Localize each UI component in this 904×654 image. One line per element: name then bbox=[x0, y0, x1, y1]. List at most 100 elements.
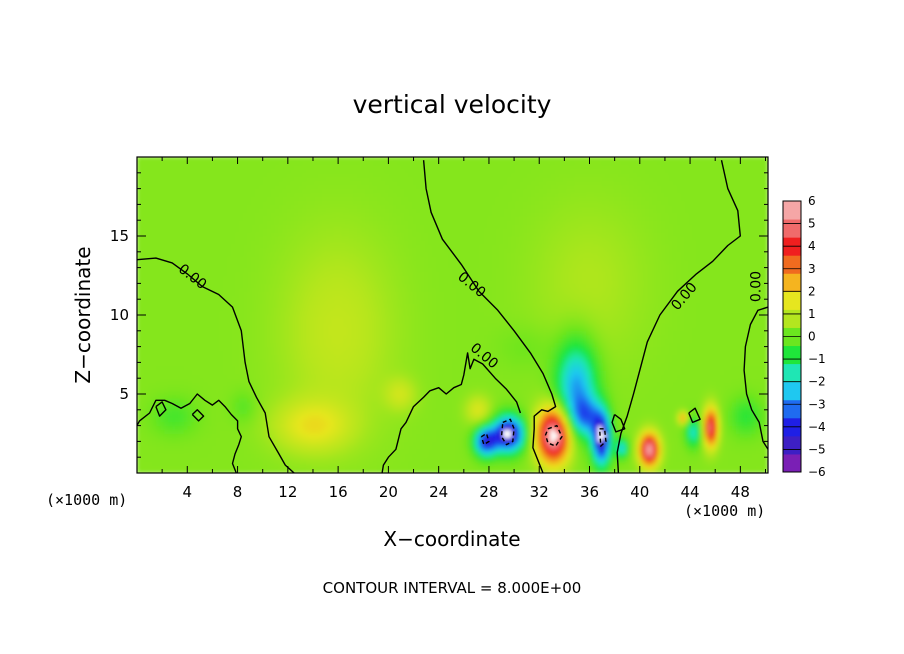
field-cell bbox=[246, 251, 252, 257]
field-cell bbox=[286, 227, 292, 233]
field-cell bbox=[207, 255, 213, 261]
field-cell bbox=[211, 196, 217, 201]
field-cell bbox=[321, 251, 327, 257]
field-cell bbox=[313, 278, 319, 284]
field-cell bbox=[306, 433, 312, 438]
field-cell bbox=[282, 223, 288, 229]
field-cell bbox=[152, 393, 158, 399]
field-cell bbox=[239, 413, 244, 419]
field-cell bbox=[164, 215, 170, 221]
field-cell bbox=[179, 318, 185, 324]
field-cell bbox=[246, 346, 252, 352]
field-cell bbox=[179, 357, 185, 363]
field-cell bbox=[266, 401, 272, 407]
field-cell bbox=[179, 393, 185, 399]
field-cell bbox=[337, 247, 343, 253]
field-cell bbox=[353, 286, 359, 292]
field-cell bbox=[353, 199, 359, 205]
field-cell bbox=[258, 381, 264, 387]
field-cell bbox=[137, 184, 142, 190]
field-cell bbox=[306, 448, 312, 454]
field-cell bbox=[329, 417, 335, 423]
field-cell bbox=[282, 326, 288, 332]
field-cell bbox=[349, 456, 355, 462]
field-cell bbox=[310, 160, 315, 166]
field-cell bbox=[199, 180, 205, 186]
field-cell bbox=[187, 389, 193, 395]
field-cell bbox=[317, 306, 323, 312]
field-cell bbox=[306, 444, 312, 450]
field-cell bbox=[357, 448, 363, 454]
field-cell bbox=[313, 172, 319, 178]
field-cell bbox=[258, 433, 264, 438]
field-cell bbox=[137, 211, 142, 217]
field-cell bbox=[187, 157, 193, 162]
chart-title: vertical velocity bbox=[353, 90, 552, 119]
field-cell bbox=[270, 255, 276, 261]
field-cell bbox=[199, 409, 205, 415]
field-cell bbox=[164, 211, 170, 217]
field-cell bbox=[168, 192, 173, 197]
field-cell bbox=[183, 203, 189, 209]
field-cell bbox=[325, 452, 331, 458]
field-cell bbox=[239, 203, 244, 209]
field-cell bbox=[278, 354, 284, 359]
field-cell bbox=[341, 199, 347, 205]
field-cell bbox=[242, 247, 248, 253]
field-cell bbox=[258, 219, 264, 225]
field-cell bbox=[262, 180, 268, 186]
field-cell bbox=[282, 310, 288, 316]
field-cell bbox=[203, 318, 209, 324]
field-cell bbox=[325, 278, 331, 284]
field-cell bbox=[270, 172, 276, 178]
field-cell bbox=[290, 302, 296, 308]
field-cell bbox=[187, 417, 193, 423]
field-cell bbox=[168, 448, 173, 454]
field-cell bbox=[357, 354, 363, 359]
field-cell bbox=[175, 346, 181, 352]
field-cell bbox=[325, 207, 331, 213]
field-cell bbox=[258, 444, 264, 450]
field-cell bbox=[353, 468, 359, 473]
field-cell bbox=[337, 239, 343, 245]
field-cell bbox=[258, 401, 264, 407]
field-cell bbox=[140, 231, 146, 237]
field-cell bbox=[266, 342, 272, 348]
field-cell bbox=[187, 326, 193, 332]
field-cell bbox=[290, 306, 296, 312]
field-cell bbox=[250, 338, 256, 344]
field-cell bbox=[199, 464, 205, 470]
field-cell bbox=[239, 235, 244, 241]
field-cell bbox=[191, 369, 197, 375]
field-cell bbox=[258, 405, 264, 411]
field-cell bbox=[183, 223, 189, 229]
field-cell bbox=[160, 192, 166, 197]
field-cell bbox=[148, 318, 154, 324]
field-cell bbox=[361, 271, 367, 276]
field-cell bbox=[179, 460, 185, 466]
field-cell bbox=[258, 334, 264, 340]
field-cell bbox=[211, 377, 217, 383]
field-cell bbox=[148, 393, 154, 399]
field-cell bbox=[349, 282, 355, 288]
field-cell bbox=[353, 330, 359, 336]
field-cell bbox=[239, 215, 244, 221]
field-cell bbox=[306, 350, 312, 355]
field-cell bbox=[207, 381, 213, 387]
field-cell bbox=[313, 267, 319, 273]
field-cell bbox=[321, 168, 327, 174]
field-cell bbox=[266, 188, 272, 194]
field-cell bbox=[191, 460, 197, 466]
field-cell bbox=[211, 330, 217, 336]
field-cell bbox=[168, 271, 173, 276]
field-cell bbox=[207, 247, 213, 253]
field-cell bbox=[207, 172, 213, 178]
field-cell bbox=[215, 215, 221, 221]
field-cell bbox=[353, 409, 359, 415]
field-cell bbox=[333, 413, 339, 419]
field-cell bbox=[345, 326, 351, 332]
field-cell bbox=[254, 235, 260, 241]
field-cell bbox=[290, 436, 296, 442]
field-cell bbox=[349, 275, 355, 280]
